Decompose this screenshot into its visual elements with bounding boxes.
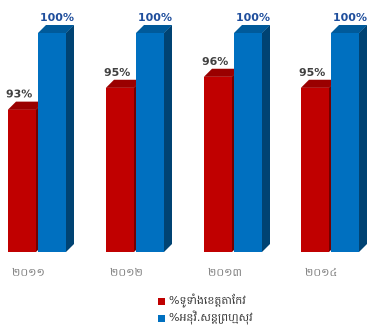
data-label-s2-4: 100% [333,11,367,24]
bar-s2-4 [331,25,367,252]
bar-s2-2 [136,25,172,252]
data-label-s1-2: 95% [104,66,130,79]
legend-item-series-2: %អនុវិ.សន្តព្រហ្មសុវ [158,310,253,327]
legend-swatch-series-2 [158,315,165,322]
bars-layer [8,25,367,253]
x-tick-label-2: ២០១២ [110,266,143,279]
x-tick-label-3: ២០១៣ [208,266,242,279]
x-tick-labels-layer: ២០១១ ២០១២ ២០១៣ ២០១៤ [12,266,337,279]
bar-s2-1 [38,25,74,252]
data-label-s2-1: 100% [40,11,74,24]
bar-s2-3 [234,25,270,252]
x-tick-label-1: ២០១១ [12,266,45,279]
legend-label-series-1: %ទូទាំងខេត្តតាកែវ [169,293,246,307]
data-labels-layer: 93% 100% 95% 100% 96% 100% 95% 100% [6,11,367,101]
x-tick-label-4: ២០១៤ [305,266,337,279]
data-label-s1-1: 93% [6,88,32,101]
data-label-s2-3: 100% [236,11,270,24]
legend-label-series-2: %អនុវិ.សន្តព្រហ្មសុវ [169,310,253,324]
data-label-s2-2: 100% [138,11,172,24]
bar-s1-4 [301,79,337,252]
legend: %ទូទាំងខេត្តតាកែវ %អនុវិ.សន្តព្រហ្មសុវ [158,293,253,327]
data-label-s1-4: 95% [299,66,325,79]
legend-swatch-series-1 [158,298,165,305]
data-label-s1-3: 96% [202,55,228,68]
legend-item-series-1: %ទូទាំងខេត្តតាកែវ [158,293,253,310]
